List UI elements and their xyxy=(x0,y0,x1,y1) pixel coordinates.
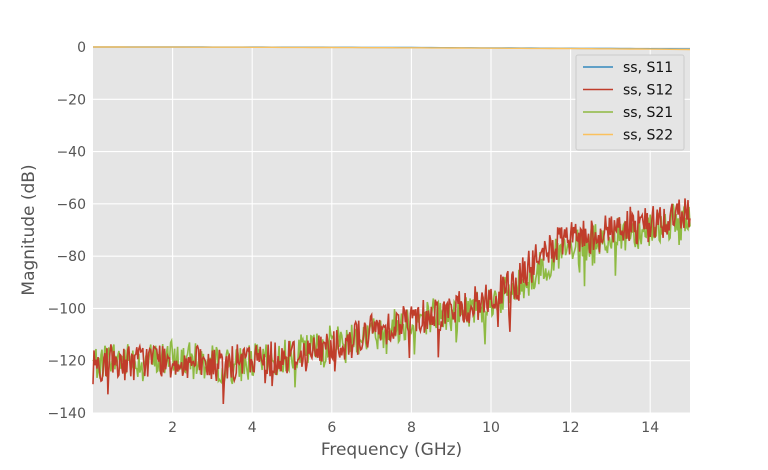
x-tick-label: 4 xyxy=(248,420,257,436)
legend: ss, S11 ss, S12 ss, S21 ss, S22 xyxy=(575,54,685,151)
legend-entry: ss, S22 xyxy=(623,128,673,144)
y-tick-label: −80 xyxy=(56,249,86,265)
x-axis-label: Frequency (GHz) xyxy=(321,440,462,460)
series-line xyxy=(92,198,691,405)
x-tick-label: 8 xyxy=(407,420,416,436)
y-tick-label: −120 xyxy=(48,354,86,370)
x-tick-label: 10 xyxy=(482,420,500,436)
y-tick-label: −40 xyxy=(56,145,86,161)
y-axis-label: Magnitude (dB) xyxy=(19,164,39,295)
legend-entry: ss, S21 xyxy=(623,105,673,121)
x-tick-label: 2 xyxy=(168,420,177,436)
series-line xyxy=(93,46,691,51)
y-tick-label: 0 xyxy=(77,40,86,56)
y-tick-label: −20 xyxy=(56,92,86,108)
y-tick-label: −140 xyxy=(48,406,86,422)
tick-labels: 2 4 6 8 10 12 14 0 −20 −40 −60 −80 −100 −120 −140 xyxy=(48,40,660,436)
y-tick-label: −60 xyxy=(56,197,86,213)
x-tick-label: 12 xyxy=(562,420,580,436)
legend-box xyxy=(575,54,685,151)
x-tick-label: 14 xyxy=(641,420,659,436)
legend-entry: ss, S12 xyxy=(623,83,673,99)
x-tick-label: 6 xyxy=(327,420,336,436)
series-layer xyxy=(92,46,691,405)
y-tick-label: −100 xyxy=(48,301,86,317)
legend-entry: ss, S11 xyxy=(623,60,673,76)
